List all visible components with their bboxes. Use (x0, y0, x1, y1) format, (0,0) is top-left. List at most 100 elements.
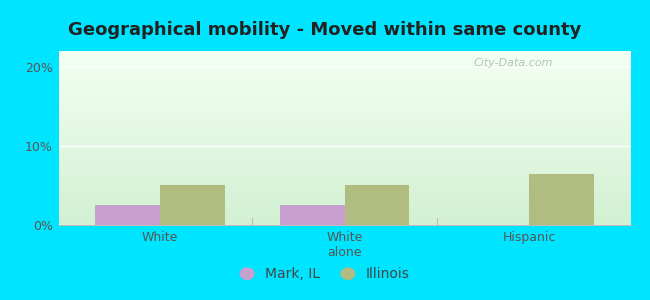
Bar (58, 79, 630, 81)
Bar (58, 56, 630, 58)
Bar (58, 134, 630, 136)
Bar (58, 178, 630, 180)
Bar (58, 162, 630, 164)
Bar (58, 124, 630, 126)
Bar (58, 216, 630, 218)
Bar (58, 197, 630, 199)
Bar (58, 182, 630, 183)
Bar (58, 116, 630, 117)
Bar (58, 60, 630, 61)
Bar (58, 187, 630, 188)
Bar (58, 70, 630, 72)
Bar (58, 105, 630, 107)
Bar (58, 209, 630, 211)
Bar (58, 201, 630, 203)
Bar (58, 94, 630, 96)
Bar (58, 150, 630, 152)
Bar (58, 175, 630, 176)
Bar (58, 65, 630, 67)
Bar (58, 142, 630, 143)
Bar (58, 107, 630, 108)
Bar (58, 214, 630, 216)
Bar (58, 148, 630, 150)
Bar (58, 147, 630, 148)
Bar (58, 180, 630, 182)
Bar (58, 166, 630, 168)
Bar (58, 220, 630, 221)
Bar (58, 74, 630, 75)
Bar (58, 93, 630, 94)
Bar (58, 131, 630, 133)
Text: Geographical mobility - Moved within same county: Geographical mobility - Moved within sam… (68, 21, 582, 39)
Bar (58, 100, 630, 101)
Bar (58, 82, 630, 84)
Bar (58, 221, 630, 223)
Bar (58, 223, 630, 225)
Bar (58, 53, 630, 55)
Bar (58, 55, 630, 56)
Bar (58, 67, 630, 68)
Bar (58, 169, 630, 171)
Bar (280, 205, 344, 225)
Bar (58, 108, 630, 110)
Bar (58, 51, 630, 53)
Bar (58, 155, 630, 157)
Bar (58, 63, 630, 65)
Bar (58, 75, 630, 77)
Bar (58, 128, 630, 129)
Text: City-Data.com: City-Data.com (474, 58, 553, 68)
Bar (58, 160, 630, 162)
Bar (58, 143, 630, 145)
Bar (58, 157, 630, 159)
Bar (58, 96, 630, 98)
Bar (58, 122, 630, 124)
Bar (58, 136, 630, 138)
Bar (58, 145, 630, 147)
Bar (58, 77, 630, 79)
Bar (58, 168, 630, 169)
Bar (58, 112, 630, 114)
Bar (58, 101, 630, 103)
Bar (58, 213, 630, 214)
Bar (58, 183, 630, 185)
Bar (58, 176, 630, 178)
Bar (529, 174, 593, 225)
Bar (58, 117, 630, 119)
Bar (58, 164, 630, 166)
Bar (58, 98, 630, 100)
Bar (58, 208, 630, 209)
Bar (58, 129, 630, 131)
Bar (58, 110, 630, 112)
Bar (58, 218, 630, 220)
Bar (58, 91, 630, 93)
Bar (58, 119, 630, 121)
Bar (58, 140, 630, 142)
Bar (58, 89, 630, 91)
Bar (58, 81, 630, 82)
Bar (160, 185, 224, 225)
Bar (58, 202, 630, 204)
Bar (58, 171, 630, 173)
Bar (58, 192, 630, 194)
Bar (58, 159, 630, 160)
Legend: Mark, IL, Illinois: Mark, IL, Illinois (235, 262, 415, 287)
Bar (58, 138, 630, 140)
Bar (58, 211, 630, 213)
Bar (58, 185, 630, 187)
Bar (58, 84, 630, 86)
Bar (58, 121, 630, 122)
Bar (58, 154, 630, 155)
Bar (58, 88, 630, 89)
Bar (58, 190, 630, 192)
Bar (58, 133, 630, 134)
Bar (58, 195, 630, 197)
Bar (58, 194, 630, 195)
Bar (58, 206, 630, 208)
Bar (58, 72, 630, 74)
Bar (58, 103, 630, 105)
Bar (58, 204, 630, 206)
Bar (58, 114, 630, 116)
Bar (58, 126, 630, 127)
Bar (58, 68, 630, 70)
Bar (58, 61, 630, 63)
